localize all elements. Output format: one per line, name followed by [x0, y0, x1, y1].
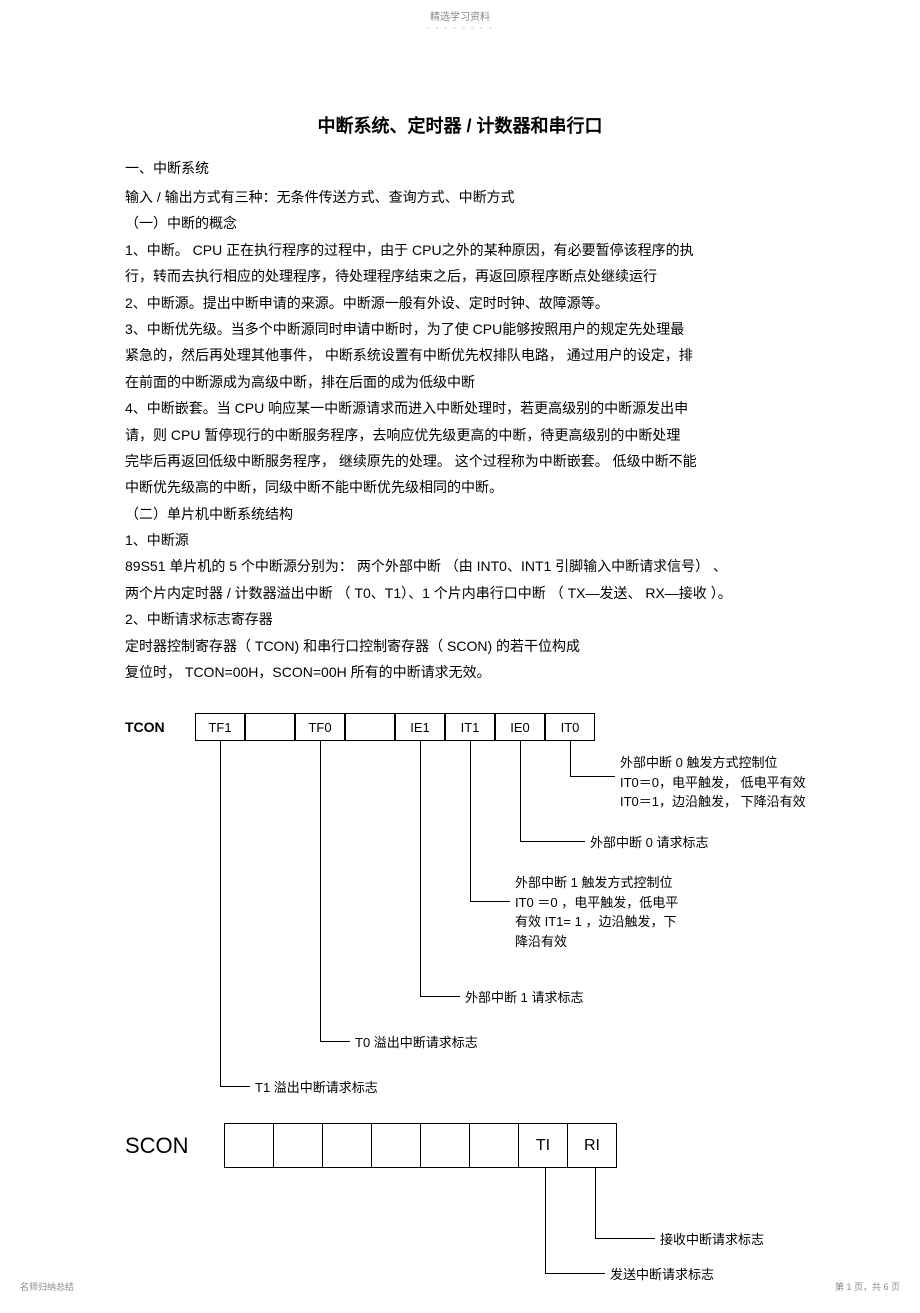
line-ie1-h	[420, 996, 460, 997]
tcon-label: TCON	[125, 719, 165, 735]
para-89s51-a: 89S51 单片机的 5 个中断源分别为： 两个外部中断 （由 INT0、INT…	[125, 555, 795, 577]
line-tf1-v	[220, 741, 221, 1086]
para-flag-reg: 2、中断请求标志寄存器	[125, 608, 795, 630]
line-ie0-h	[520, 841, 585, 842]
desc-rx-req: 接收中断请求标志	[660, 1230, 764, 1250]
line-tf1-h	[220, 1086, 250, 1087]
page-header: 精选学习资料	[0, 0, 920, 23]
line-ri-v	[595, 1168, 596, 1238]
tcon-bit-1	[245, 713, 295, 741]
scon-bits-row: TI RI	[225, 1123, 617, 1168]
para-priority-c: 在前面的中断源成为高级中断，排在后面的成为低级中断	[125, 371, 795, 393]
tcon-scon-diagram: TCON TF1 TF0 IE1 IT1 IE0 IT0 外部中断 0 触发方式…	[125, 713, 845, 1313]
line-ie0-v	[520, 741, 521, 841]
tcon-bit-tf1: TF1	[195, 713, 245, 741]
tcon-bit-ie0: IE0	[495, 713, 545, 741]
scon-bit-3	[371, 1123, 421, 1168]
para-tcon-scon-b: 复位时， TCON=00H，SCON=00H 所有的中断请求无效。	[125, 661, 795, 683]
desc-ie1-req: 外部中断 1 请求标志	[465, 988, 583, 1008]
line-it0-v	[570, 741, 571, 776]
scon-bit-4	[420, 1123, 470, 1168]
desc-ie0-req: 外部中断 0 请求标志	[590, 833, 708, 853]
line-ti-h	[545, 1273, 605, 1274]
tcon-bit-it0: IT0	[545, 713, 595, 741]
line-tf0-h	[320, 1041, 350, 1042]
scon-bit-0	[224, 1123, 274, 1168]
para-89s51-b: 两个片内定时器 / 计数器溢出中断 （ T0、T1）、1 个片内串行口中断 （ …	[125, 582, 795, 604]
para-priority-b: 紧急的，然后再处理其他事件， 中断系统设置有中断优先权排队电路， 通过用户的设定…	[125, 344, 795, 366]
para-nesting-d: 中断优先级高的中断，同级中断不能中断优先级相同的中断。	[125, 476, 795, 498]
desc-it0-l2: IT0＝0，电平触发， 低电平有效	[620, 773, 840, 793]
tcon-bit-ie1: IE1	[395, 713, 445, 741]
desc-it1-l3: 有效 IT1= 1 ，边沿触发，下	[515, 912, 715, 932]
scon-label: SCON	[125, 1133, 189, 1159]
para-tcon-scon-a: 定时器控制寄存器（ TCON) 和串行口控制寄存器（ SCON) 的若干位构成	[125, 635, 795, 657]
line-tf0-v	[320, 741, 321, 1041]
desc-tf0-req: T0 溢出中断请求标志	[355, 1033, 478, 1053]
scon-bit-2	[322, 1123, 372, 1168]
desc-tx-req: 发送中断请求标志	[610, 1265, 714, 1285]
subsection-1-1: （一）中断的概念	[125, 212, 795, 234]
desc-tf1-req: T1 溢出中断请求标志	[255, 1078, 378, 1098]
tcon-bit-3	[345, 713, 395, 741]
scon-bit-5	[469, 1123, 519, 1168]
desc-it1-l1: 外部中断 1 触发方式控制位	[515, 873, 715, 893]
desc-it0-l1: 外部中断 0 触发方式控制位	[620, 753, 840, 773]
desc-it1-l4: 降沿有效	[515, 932, 715, 952]
scon-bit-ti: TI	[518, 1123, 568, 1168]
footer-left: 名师归纳总结	[20, 1280, 74, 1293]
para-io-methods: 输入 / 输出方式有三种：无条件传送方式、查询方式、中断方式	[125, 186, 795, 208]
para-sources: 1、中断源	[125, 529, 795, 551]
para-priority-a: 3、中断优先级。当多个中断源同时申请中断时，为了使 CPU能够按照用户的规定先处…	[125, 318, 795, 340]
para-nesting-b: 请，则 CPU 暂停现行的中断服务程序，去响应优先级更高的中断，待更高级别的中断…	[125, 424, 795, 446]
subsection-1-2: （二）单片机中断系统结构	[125, 503, 795, 525]
main-content: 中断系统、定时器 / 计数器和串行口 一、中断系统 输入 / 输出方式有三种：无…	[0, 32, 920, 1313]
desc-it1-l2: IT0 ＝0 ，电平触发，低电平	[515, 893, 715, 913]
page-header-dots: - - - - - - - -	[0, 23, 920, 32]
scon-bit-ri: RI	[567, 1123, 617, 1168]
footer-right: 第 1 页，共 6 页	[835, 1280, 900, 1293]
line-ti-v	[545, 1168, 546, 1273]
tcon-bit-it1: IT1	[445, 713, 495, 741]
para-nesting-c: 完毕后再返回低级中断服务程序， 继续原先的处理。 这个过程称为中断嵌套。 低级中…	[125, 450, 795, 472]
line-it1-v	[470, 741, 471, 901]
scon-bit-1	[273, 1123, 323, 1168]
para-interrupt-source: 2、中断源。提出中断申请的来源。中断源一般有外设、定时时钟、故障源等。	[125, 292, 795, 314]
line-it1-h	[470, 901, 510, 902]
para-interrupt-def-b: 行，转而去执行相应的处理程序，待处理程序结束之后，再返回原程序断点处继续运行	[125, 265, 795, 287]
document-title: 中断系统、定时器 / 计数器和串行口	[125, 112, 795, 138]
line-it0-h	[570, 776, 615, 777]
para-nesting-a: 4、中断嵌套。当 CPU 响应某一中断源请求而进入中断处理时，若更高级别的中断源…	[125, 397, 795, 419]
para-interrupt-def-a: 1、中断。 CPU 正在执行程序的过程中，由于 CPU之外的某种原因，有必要暂停…	[125, 239, 795, 261]
tcon-bit-tf0: TF0	[295, 713, 345, 741]
line-ri-h	[595, 1238, 655, 1239]
line-ie1-v	[420, 741, 421, 996]
desc-it0-trigger: 外部中断 0 触发方式控制位 IT0＝0，电平触发， 低电平有效 IT0＝1，边…	[620, 753, 840, 812]
desc-it0-l3: IT0＝1，边沿触发， 下降沿有效	[620, 792, 840, 812]
section-1-heading: 一、中断系统	[125, 158, 795, 178]
desc-it1-trigger: 外部中断 1 触发方式控制位 IT0 ＝0 ，电平触发，低电平 有效 IT1= …	[515, 873, 715, 951]
